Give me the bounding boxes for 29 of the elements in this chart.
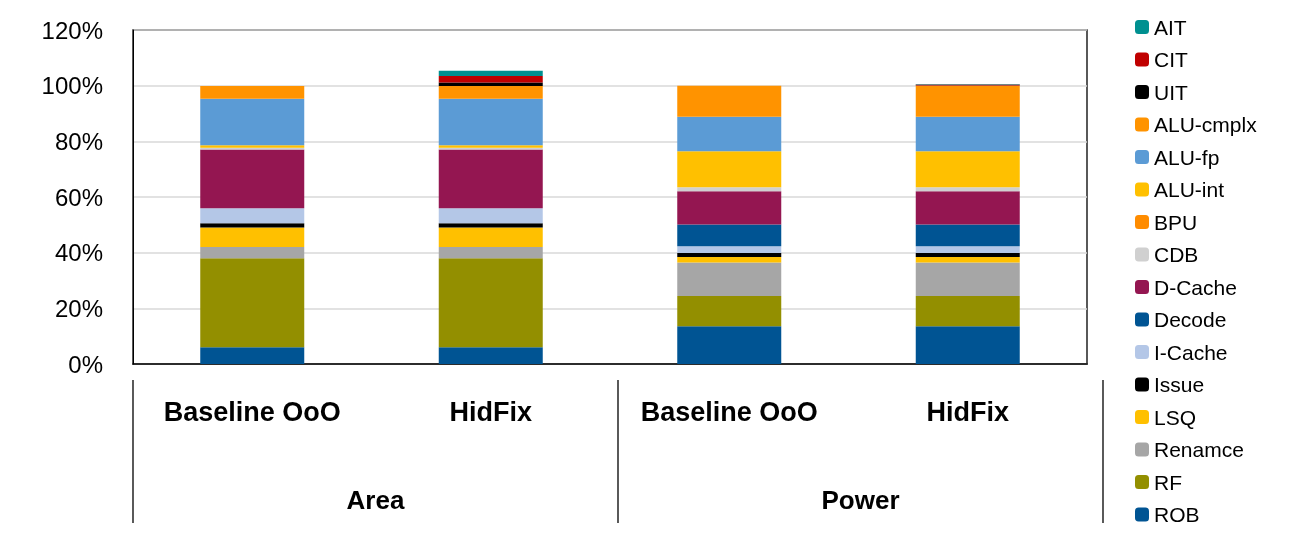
legend-label: UIT: [1154, 80, 1188, 104]
legend-label: RF: [1154, 470, 1182, 494]
legend-label: CIT: [1154, 48, 1188, 71]
legend-label: Decode: [1154, 308, 1227, 331]
legend-label: CDB: [1154, 243, 1199, 266]
x-tick-label: Baseline OoO: [163, 396, 341, 427]
y-tick-label: 40%: [54, 239, 103, 267]
y-tick-label: 0%: [68, 350, 103, 378]
legend-label: I-Cache: [1154, 340, 1228, 364]
legend-label: ALU-int: [1154, 178, 1225, 201]
y-tick-label: 100%: [41, 72, 103, 100]
legend-label: D-Cache: [1154, 275, 1237, 299]
x-tick-label: HidFix: [926, 396, 1010, 427]
y-tick-label: 20%: [54, 294, 103, 322]
y-tick-label: 80%: [54, 127, 103, 155]
legend-label: Renamce: [1154, 438, 1244, 461]
y-tick-label: 60%: [54, 183, 103, 211]
x-tick-label: Baseline OoO: [640, 396, 818, 427]
text: Power: [821, 485, 900, 515]
x-tick-label: HidFix: [449, 396, 533, 427]
y-tick-label: 120%: [41, 16, 103, 44]
legend-label: BPU: [1154, 210, 1198, 234]
text: Area: [346, 485, 405, 515]
legend-label: AIT: [1154, 15, 1187, 39]
legend-label: LSQ: [1154, 405, 1197, 429]
legend-label: ROB: [1154, 503, 1200, 526]
legend-label: ALU-fp: [1154, 145, 1220, 169]
legend-label: ALU-cmplx: [1154, 113, 1258, 136]
legend-label: Issue: [1154, 373, 1205, 396]
